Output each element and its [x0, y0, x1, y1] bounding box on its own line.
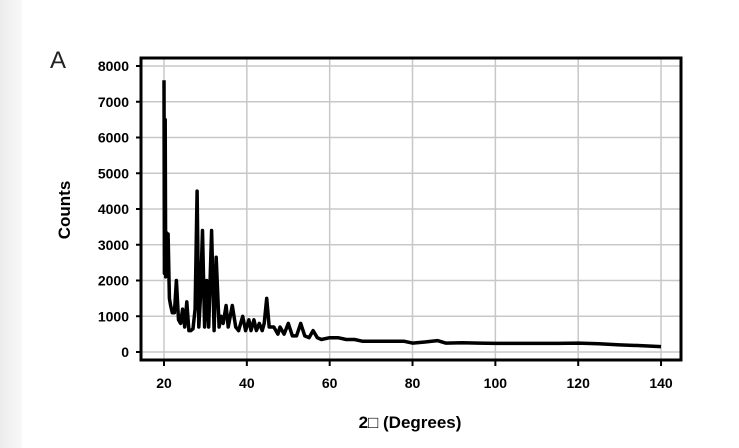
x-axis-label: 2□ (Degrees) — [359, 413, 462, 432]
x-tick-label: 60 — [322, 375, 338, 391]
y-tick-label: 2000 — [98, 273, 129, 289]
y-tick-label: 0 — [121, 344, 129, 360]
y-tick-label: 4000 — [98, 201, 129, 217]
x-tick-label: 100 — [484, 375, 508, 391]
series-line — [162, 80, 662, 349]
plot-frame — [139, 56, 683, 362]
x-tick-label: 120 — [567, 375, 591, 391]
y-tick-label: 3000 — [98, 237, 129, 253]
y-tick-label: 7000 — [98, 94, 129, 110]
x-tick-label: 80 — [405, 375, 421, 391]
y-tick-label: 1000 — [98, 308, 129, 324]
y-tick-label: 8000 — [98, 58, 129, 74]
page-edge — [0, 0, 22, 448]
x-tick-label: 20 — [156, 375, 172, 391]
y-tick-label: 5000 — [98, 165, 129, 181]
y-tick-label: 6000 — [98, 130, 129, 146]
x-tick-label: 40 — [239, 375, 255, 391]
x-tick-label: 140 — [649, 375, 673, 391]
panel-label: A — [50, 47, 66, 74]
y-axis-label: Counts — [55, 181, 74, 240]
